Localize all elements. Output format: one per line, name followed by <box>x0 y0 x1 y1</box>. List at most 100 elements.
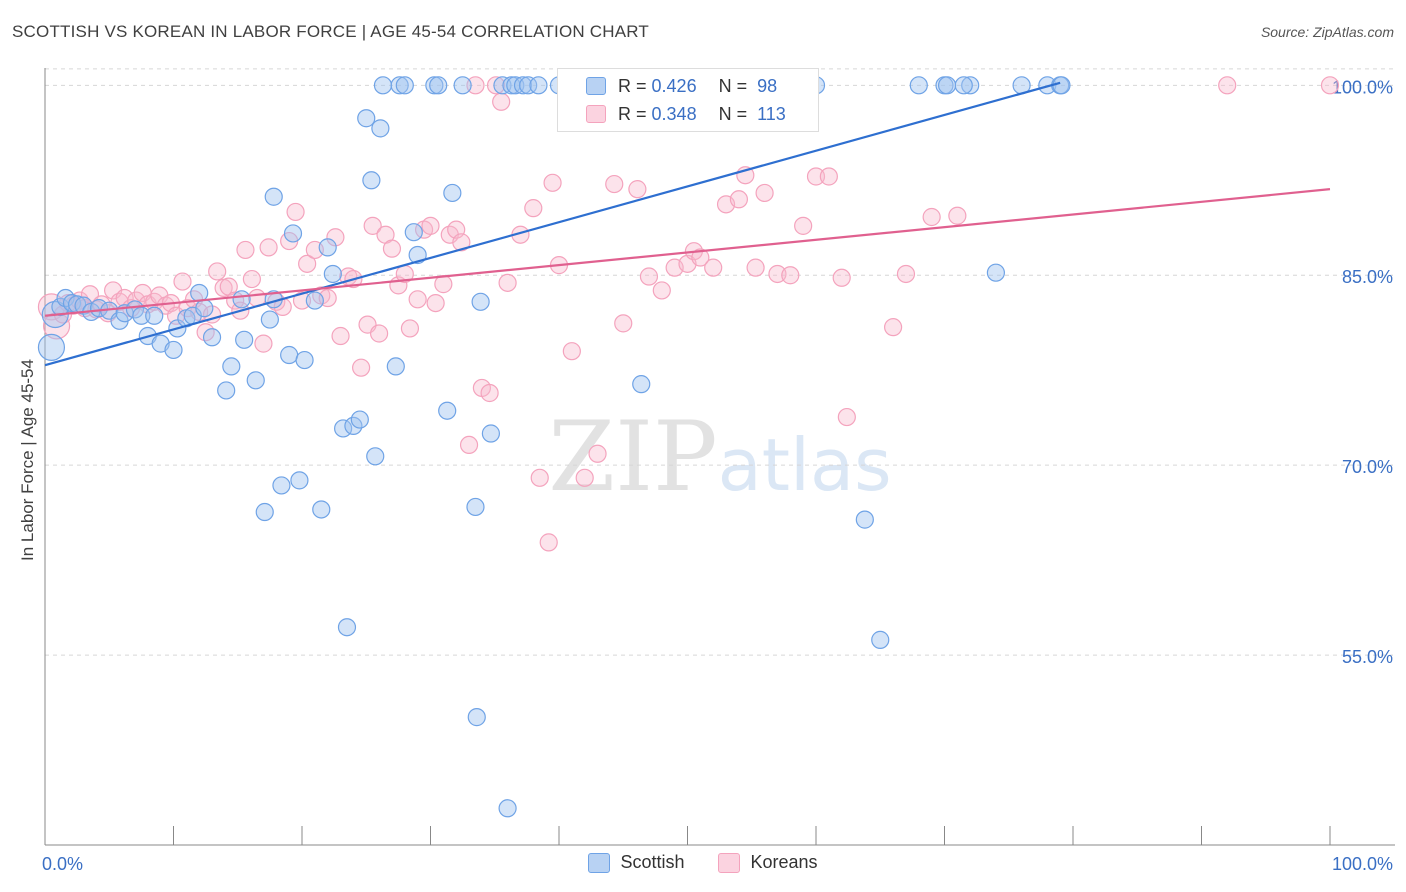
data-point-koreans <box>331 326 350 346</box>
legend-label-koreans: Koreans <box>750 852 818 872</box>
data-point-koreans <box>832 268 851 287</box>
data-point-koreans <box>588 444 607 463</box>
data-point-koreans <box>746 258 765 277</box>
data-point-koreans <box>459 435 479 455</box>
data-point-scottish <box>986 263 1006 282</box>
y-tick-label: 85.0% <box>1342 267 1393 287</box>
data-point-koreans <box>605 174 624 194</box>
data-point-koreans <box>80 285 100 304</box>
r-value: 0.348 <box>651 103 697 124</box>
data-point-scottish <box>425 76 444 95</box>
data-point-koreans <box>42 312 71 340</box>
data-point-scottish <box>366 447 385 466</box>
x-tick-label-max: 100.0% <box>1332 854 1393 874</box>
data-point-koreans <box>575 468 594 487</box>
data-point-scottish <box>164 340 183 360</box>
legend-item-koreans[interactable]: Koreans <box>718 852 818 873</box>
data-point-koreans <box>286 202 305 222</box>
data-point-scottish <box>954 76 973 95</box>
data-point-scottish <box>937 76 957 95</box>
data-point-koreans <box>691 248 710 267</box>
data-point-scottish <box>305 291 324 310</box>
legend-swatch-koreans <box>718 852 741 873</box>
data-point-scottish <box>362 171 381 190</box>
data-point-scottish <box>357 109 376 128</box>
data-point-scottish <box>37 333 66 362</box>
r-value: 0.426 <box>651 75 697 96</box>
r-label: R = <box>618 75 647 96</box>
legend-item-scottish[interactable]: Scottish <box>588 852 684 873</box>
data-point-koreans <box>400 319 420 338</box>
data-point-scottish <box>466 497 485 517</box>
bottom-legend: Scottish Koreans <box>0 852 1406 873</box>
x-tick-label-min: 0.0% <box>42 854 83 874</box>
data-point-koreans <box>370 324 389 343</box>
data-point-koreans <box>922 207 941 227</box>
data-point-scottish <box>235 330 254 349</box>
data-point-koreans <box>639 267 659 286</box>
data-point-koreans <box>543 173 562 192</box>
data-point-koreans <box>173 272 192 291</box>
data-point-koreans <box>628 180 647 199</box>
data-point-koreans <box>498 273 517 292</box>
data-point-scottish <box>467 708 486 727</box>
data-point-koreans <box>466 76 485 95</box>
y-tick-label: 70.0% <box>1342 457 1393 477</box>
data-point-scottish <box>390 76 409 95</box>
chart-source: Source: ZipAtlas.com <box>1260 24 1394 40</box>
legend-swatch-koreans <box>586 105 606 123</box>
n-label: N = <box>718 75 748 96</box>
data-point-koreans <box>363 216 382 235</box>
trend-line-koreans <box>44 188 1331 317</box>
data-point-scottish <box>195 299 214 318</box>
data-point-koreans <box>524 199 543 218</box>
data-point-koreans <box>408 290 427 309</box>
data-point-scottish <box>519 76 538 95</box>
data-point-koreans <box>208 262 227 281</box>
stats-row-koreans: R = 0.348 N = 113 <box>558 101 786 127</box>
data-point-scottish <box>632 375 651 394</box>
data-point-scottish <box>506 76 525 95</box>
data-point-scottish <box>145 306 164 325</box>
data-point-scottish <box>395 76 414 95</box>
data-point-koreans <box>729 190 749 209</box>
legend-label-scottish: Scottish <box>620 852 685 872</box>
data-point-scottish <box>855 510 874 529</box>
data-point-scottish <box>217 381 236 400</box>
data-point-scottish <box>232 290 251 309</box>
chart-title: SCOTTISH VS KOREAN IN LABOR FORCE | AGE … <box>12 22 650 41</box>
data-point-scottish <box>909 76 928 95</box>
data-point-koreans <box>794 216 813 235</box>
data-point-koreans <box>896 264 916 284</box>
data-point-koreans <box>452 233 471 252</box>
data-point-koreans <box>819 167 838 186</box>
data-point-scottish <box>264 187 283 206</box>
data-point-koreans <box>292 291 312 310</box>
y-tick-label: 100.0% <box>1332 77 1393 97</box>
data-point-scottish <box>202 328 222 347</box>
data-point-koreans <box>704 258 723 277</box>
n-label: N = <box>718 103 748 124</box>
legend-swatch-scottish <box>586 77 606 95</box>
data-point-scottish <box>290 471 309 490</box>
trend-line-scottish <box>44 81 1061 367</box>
data-point-koreans <box>486 76 506 95</box>
data-point-koreans <box>652 281 671 300</box>
data-point-scottish <box>280 345 299 365</box>
data-point-koreans <box>1320 76 1340 95</box>
data-point-koreans <box>382 239 402 258</box>
data-point-koreans <box>539 533 558 552</box>
r-label: R = <box>618 103 647 124</box>
data-point-scottish <box>386 357 405 376</box>
data-point-koreans <box>781 266 800 285</box>
stats-legend: R = 0.426 N = 98 R = 0.348 N = 113 <box>557 68 819 132</box>
data-point-koreans <box>298 254 317 273</box>
data-point-scottish <box>1052 76 1071 95</box>
data-point-koreans <box>259 238 278 257</box>
n-value: 98 <box>757 75 778 96</box>
data-point-scottish <box>871 630 890 649</box>
data-point-koreans <box>948 206 967 225</box>
data-point-scottish <box>246 371 265 390</box>
data-point-scottish <box>429 76 448 95</box>
